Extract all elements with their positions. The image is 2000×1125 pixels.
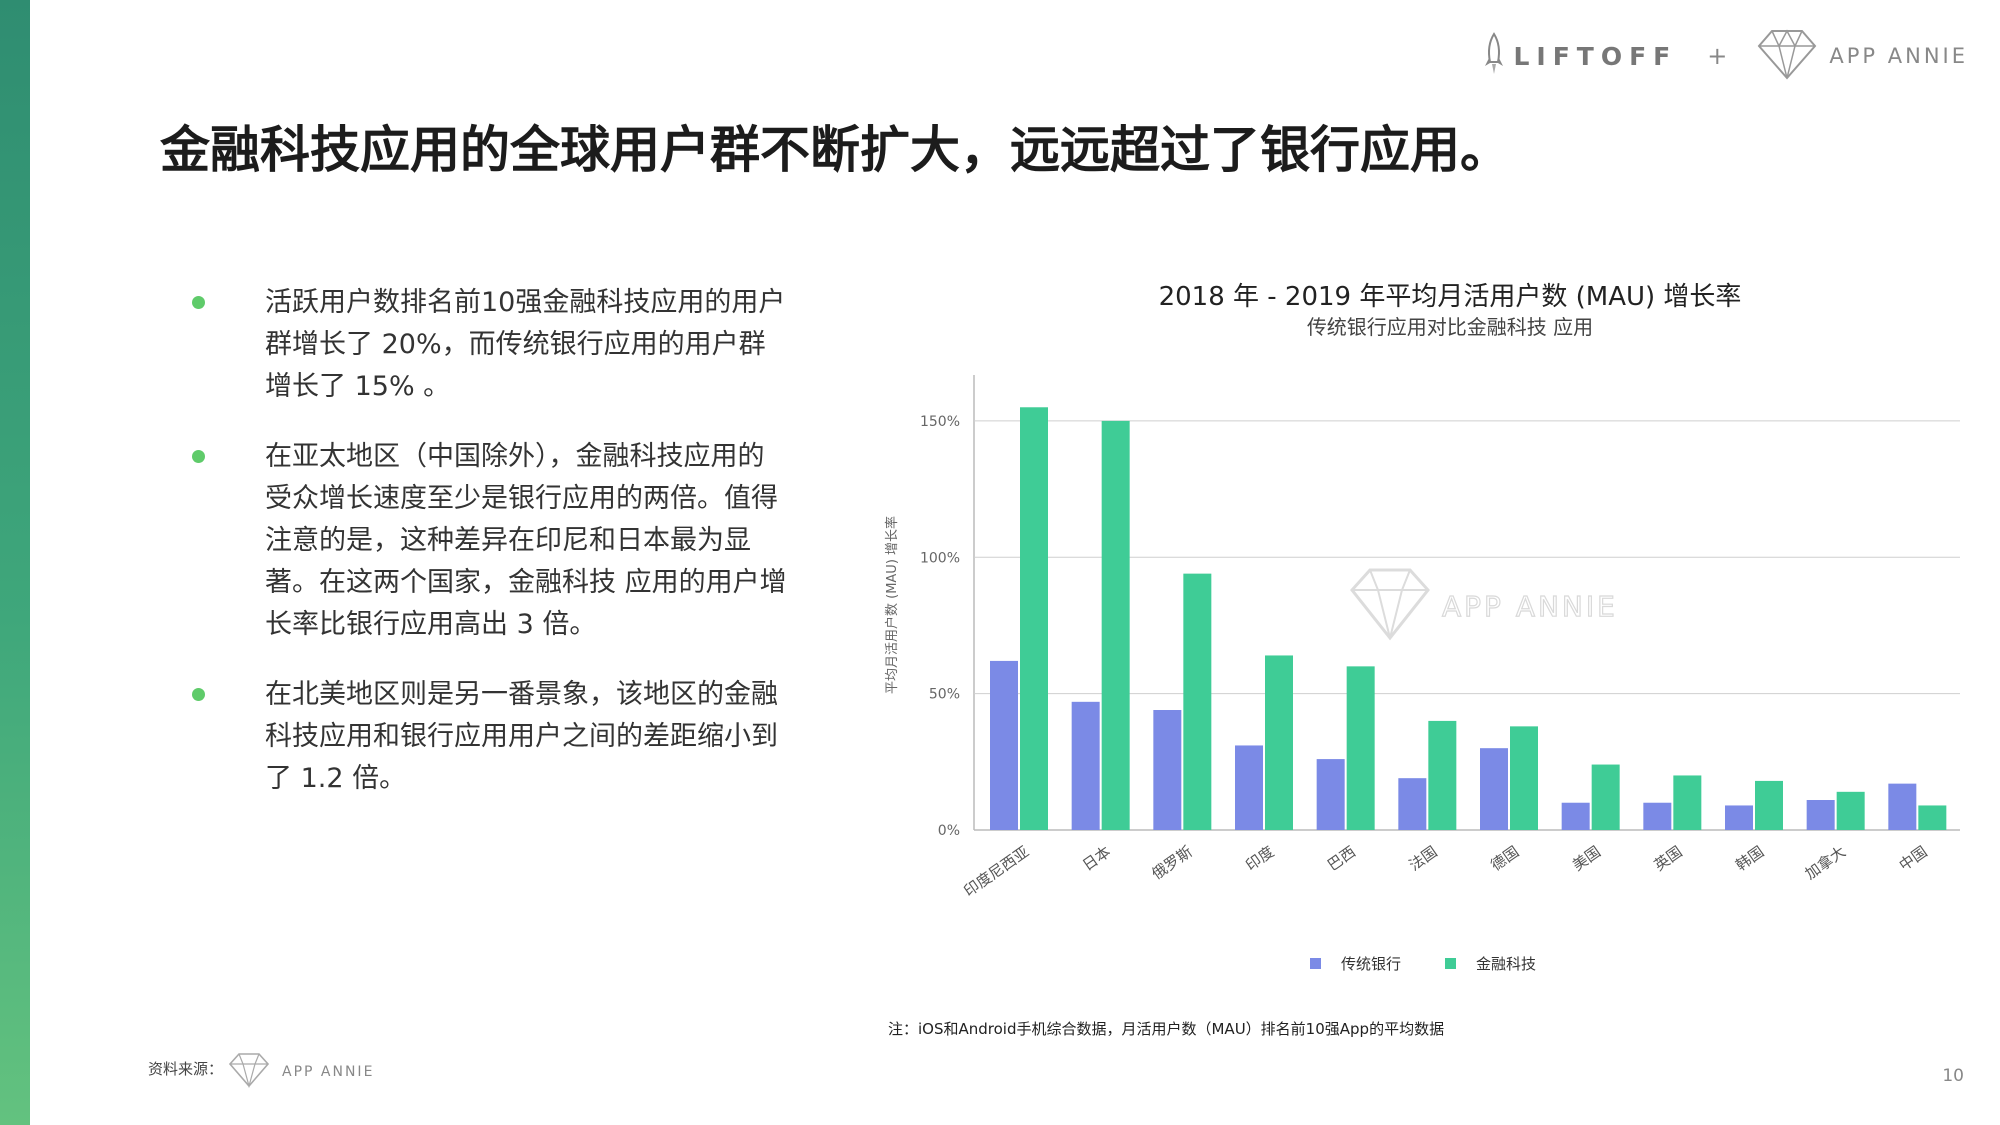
bar-banking xyxy=(1071,701,1100,830)
page-number: 10 xyxy=(1942,1066,1964,1086)
source-logo-text: APP ANNIE xyxy=(282,1064,375,1080)
x-tick-label: 美国 xyxy=(1569,843,1604,875)
x-tick-label: 加拿大 xyxy=(1802,843,1849,884)
y-axis-label: 平均月活用户数 (MAU) 增长率 xyxy=(884,516,900,694)
chart-note: 注：iOS和Android手机综合数据，月活用户数（MAU）排名前10强App的… xyxy=(888,1020,1445,1038)
x-tick-label: 韩国 xyxy=(1732,843,1767,875)
bar-banking xyxy=(1153,710,1182,830)
bar-fintech xyxy=(1020,407,1048,830)
liftoff-logo-text: LIFTOFF xyxy=(1513,41,1678,71)
bar-banking xyxy=(1643,802,1672,830)
bullet-text: 在亚太地区（中国除外），金融科技应用的受众增长速度至少是银行应用的两倍。值得注意… xyxy=(265,441,787,640)
bullet-dot-icon xyxy=(192,688,205,701)
diamond-icon xyxy=(1350,568,1430,641)
bar-banking xyxy=(1561,802,1590,830)
bullet-dot-icon xyxy=(192,450,205,463)
diamond-icon xyxy=(228,1052,270,1092)
bar-banking xyxy=(990,660,1018,830)
bar-fintech xyxy=(1836,791,1865,830)
bar-fintech xyxy=(1918,805,1947,830)
header-logos: LIFTOFF + APP ANNIE xyxy=(1483,28,1968,84)
x-tick-label: 日本 xyxy=(1079,843,1114,875)
bullet-item: 活跃用户数排名前10强金融科技应用的用户群增长了 20%，而传统银行应用的用户群… xyxy=(190,282,790,408)
watermark-text: APP ANNIE xyxy=(1442,590,1618,623)
bar-chart: APP ANNIE 0% 50% 100% 150% 平均月活用户数 (MAU) 增长率… xyxy=(884,375,1960,901)
y-tick-label: 150% xyxy=(920,414,960,430)
bar-fintech xyxy=(1265,655,1293,830)
bar-banking xyxy=(1398,778,1427,830)
x-tick-label: 印度 xyxy=(1242,843,1277,875)
legend-label-fintech: 金融科技 xyxy=(1476,955,1537,973)
chart-legend: 传统银行 金融科技 xyxy=(1310,953,1580,974)
left-accent-bar xyxy=(0,0,30,1125)
bar-fintech xyxy=(1673,775,1702,830)
plus-sign: + xyxy=(1707,42,1728,70)
bullet-text: 在北美地区则是另一番景象，该地区的金融科技应用和银行应用用户之间的差距缩小到了 … xyxy=(265,679,778,794)
bullet-item: 在北美地区则是另一番景象，该地区的金融科技应用和银行应用用户之间的差距缩小到了 … xyxy=(190,674,790,800)
bar-banking xyxy=(1316,759,1345,830)
x-tick-label: 德国 xyxy=(1487,843,1522,875)
bar-fintech xyxy=(1101,420,1130,830)
rocket-icon xyxy=(1483,32,1505,80)
bar-fintech xyxy=(1183,573,1212,830)
chart-title: 2018 年 - 2019 年平均月活用户数 (MAU) 增长率 xyxy=(1158,282,1742,312)
bullet-dot-icon xyxy=(192,296,205,309)
source-logo: APP ANNIE xyxy=(228,1052,374,1092)
diamond-icon xyxy=(1757,28,1817,84)
source-label: 资料来源： xyxy=(148,1060,224,1078)
page-title: 金融科技应用的全球用户群不断扩大，远远超过了银行应用。 xyxy=(160,121,1510,179)
legend-item-fintech: 金融科技 xyxy=(1445,953,1536,974)
bullet-text: 活跃用户数排名前10强金融科技应用的用户群增长了 20%，而传统银行应用的用户群… xyxy=(265,287,786,402)
bar-fintech xyxy=(1591,764,1620,830)
bar-fintech xyxy=(1346,666,1375,830)
y-tick-label: 50% xyxy=(929,687,960,703)
legend-label-banking: 传统银行 xyxy=(1341,955,1402,973)
chart-subtitle: 传统银行应用对比金融科技 应用 xyxy=(1306,315,1594,339)
x-tick-label: 英国 xyxy=(1651,843,1686,875)
bullet-item: 在亚太地区（中国除外），金融科技应用的受众增长速度至少是银行应用的两倍。值得注意… xyxy=(190,436,790,646)
bar-banking xyxy=(1235,745,1263,830)
legend-swatch-banking xyxy=(1310,958,1321,969)
y-tick-label: 100% xyxy=(920,550,960,566)
legend-swatch-fintech xyxy=(1445,958,1457,969)
bar-banking xyxy=(1725,805,1753,830)
bar-banking xyxy=(1888,783,1917,830)
bar-banking xyxy=(1480,748,1508,830)
bar-fintech xyxy=(1510,726,1538,830)
watermark: APP ANNIE xyxy=(1350,568,1618,641)
bar-fintech xyxy=(1755,780,1783,830)
legend-item-banking: 传统银行 xyxy=(1310,953,1401,974)
x-tick-label: 巴西 xyxy=(1324,843,1359,875)
x-tick-label: 中国 xyxy=(1896,843,1931,875)
bar-banking xyxy=(1806,800,1835,830)
x-tick-label: 俄罗斯 xyxy=(1148,843,1195,884)
bullet-list: 活跃用户数排名前10强金融科技应用的用户群增长了 20%，而传统银行应用的用户群… xyxy=(190,282,790,828)
app-annie-logo-text: APP ANNIE xyxy=(1829,44,1968,68)
bar-fintech xyxy=(1428,720,1457,830)
x-tick-label: 印度尼西亚 xyxy=(961,843,1033,901)
y-tick-label: 0% xyxy=(938,823,960,839)
x-tick-label: 法国 xyxy=(1406,843,1441,875)
